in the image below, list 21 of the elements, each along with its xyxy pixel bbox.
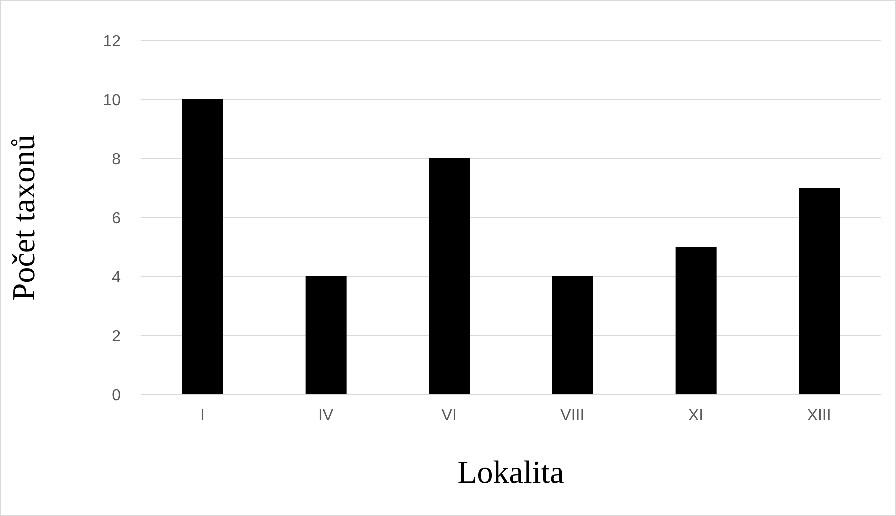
y-tick-label: 10 <box>103 92 122 110</box>
y-tick-label: 12 <box>103 34 122 51</box>
y-tick-label: 2 <box>112 328 122 346</box>
y-axis-title: Počet taxonů <box>5 134 42 302</box>
x-tick-label: XI <box>688 407 704 424</box>
x-tick-label: I <box>200 407 205 424</box>
bar <box>429 158 470 395</box>
y-tick-label: 8 <box>112 152 122 169</box>
y-tick-label: 4 <box>112 270 122 287</box>
bar <box>676 247 717 395</box>
x-tick-label: XIII <box>807 407 832 424</box>
y-tick-label: 0 <box>112 388 122 405</box>
x-axis-title: Lokalita <box>458 454 564 490</box>
bar <box>552 276 594 395</box>
bar <box>182 100 224 395</box>
x-tick-label: VIII <box>560 407 585 424</box>
x-tick-label: VI <box>442 407 457 424</box>
x-tick-label: IV <box>318 407 334 424</box>
y-tick-label: 6 <box>112 210 122 228</box>
bar <box>799 188 840 395</box>
bar <box>306 276 347 395</box>
